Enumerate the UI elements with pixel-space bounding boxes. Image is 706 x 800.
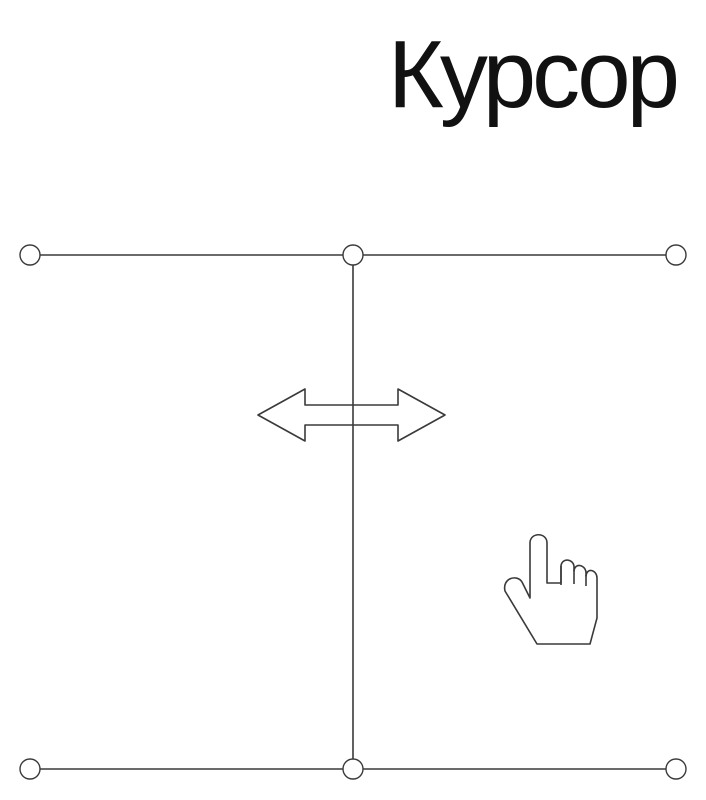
hand-pointer-cursor-icon bbox=[503, 533, 598, 645]
horizontal-resize-cursor-icon bbox=[257, 388, 446, 442]
node-bottom-center bbox=[342, 758, 364, 780]
page-title: Курсор bbox=[387, 21, 680, 128]
node-top-right bbox=[665, 244, 687, 266]
node-bottom-right bbox=[665, 758, 687, 780]
node-top-left bbox=[19, 244, 41, 266]
node-bottom-left bbox=[19, 758, 41, 780]
node-top-center bbox=[342, 244, 364, 266]
